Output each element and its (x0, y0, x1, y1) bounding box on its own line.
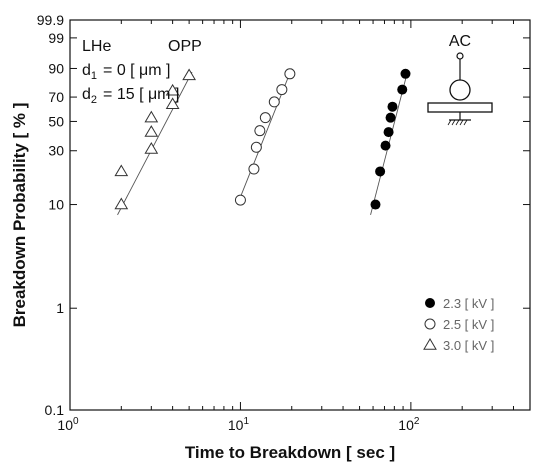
legend-label: 2.5 [ kV ] (443, 317, 494, 332)
electrode-label: AC (449, 33, 471, 50)
data-point-open-circle (259, 112, 271, 124)
y-tick-label: 1 (56, 300, 64, 316)
legend-marker (423, 338, 437, 350)
data-point-filled-circle (397, 84, 408, 95)
ground-hatch (451, 119, 456, 126)
y-tick-label: 0.1 (45, 402, 65, 418)
data-point-open-triangle (114, 197, 129, 210)
data-point-filled-circle (387, 101, 398, 112)
data-point-open-triangle (182, 68, 197, 81)
y-tick-label: 99.9 (37, 12, 64, 28)
data-point-open-circle (254, 125, 266, 137)
data-markers (114, 68, 411, 210)
y-tick-label: 10 (48, 197, 64, 213)
data-point-open-circle (276, 84, 288, 96)
y-tick-label: 70 (48, 89, 64, 105)
data-point-filled-circle (385, 112, 396, 123)
terminal-circle (456, 52, 464, 60)
data-point-open-circle (234, 194, 246, 206)
data-point-filled-circle (375, 166, 386, 177)
data-point-open-circle (268, 96, 280, 108)
legend-marker (425, 298, 435, 308)
data-point-open-circle (248, 163, 260, 175)
legend-item: 3.0 [ kV ] (423, 338, 494, 353)
x-tick-label: 100 (57, 416, 79, 433)
annotation-d1: d1 = 0 [ μm ] (82, 62, 171, 82)
legend-item: 2.3 [ kV ] (425, 296, 494, 311)
data-point-open-triangle (144, 110, 159, 123)
y-tick-label: 30 (48, 143, 64, 159)
y-tick-label: 50 (48, 113, 64, 129)
legend-item: 2.5 [ kV ] (424, 317, 494, 332)
y-tick-label: 99 (48, 30, 64, 46)
ground-hatch (447, 119, 452, 126)
data-point-filled-circle (370, 199, 381, 210)
x-axis-title: Time to Breakdown [ sec ] (185, 443, 395, 462)
y-axis-title: Breakdown Probability [ % ] (10, 103, 29, 328)
legend-label: 3.0 [ kV ] (443, 338, 494, 353)
ground-hatch (459, 119, 464, 126)
x-tick-label: 101 (228, 416, 250, 433)
legend-label: 2.3 [ kV ] (443, 296, 494, 311)
electrode-diagram: AC (427, 33, 493, 126)
annotation-medium: LHe (82, 38, 111, 55)
sphere-electrode (449, 79, 471, 101)
data-point-open-circle (284, 68, 296, 80)
annotation-configuration: OPP (168, 38, 202, 55)
legend-marker (424, 318, 436, 330)
data-point-open-triangle (144, 142, 159, 154)
data-point-open-circle (250, 141, 262, 153)
data-point-open-triangle (165, 83, 180, 96)
annotation-d2: d2 = 15 [ μm ] (82, 86, 179, 106)
data-point-open-triangle (114, 164, 129, 177)
data-point-filled-circle (400, 68, 411, 79)
legend: 2.3 [ kV ] 2.5 [ kV ] 3.0 [ kV ] (423, 296, 494, 353)
annotations: LHe OPP d1 = 0 [ μm ] d2 = 15 [ μm ] AC (82, 33, 493, 126)
ground-hatch (455, 119, 460, 126)
y-tick-label: 90 (48, 60, 64, 76)
data-point-open-triangle (144, 125, 159, 137)
data-point-open-triangle (165, 97, 180, 110)
fit-line (117, 71, 193, 216)
ground-hatch (463, 119, 468, 126)
data-point-filled-circle (380, 140, 391, 151)
x-tick-label: 102 (398, 416, 420, 433)
plot-frame (69, 19, 531, 411)
plane-electrode (427, 102, 493, 113)
data-point-filled-circle (383, 127, 394, 138)
